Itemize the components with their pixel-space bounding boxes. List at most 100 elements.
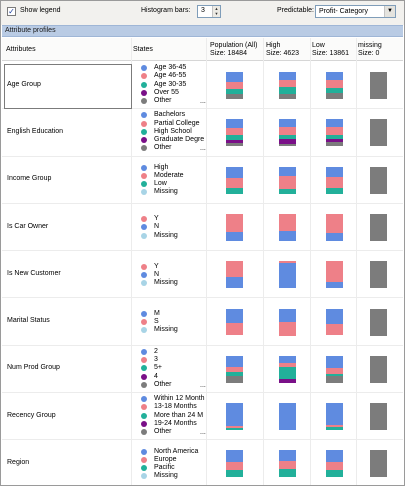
legend-dot-icon (141, 465, 147, 472)
legend-dot-icon (141, 137, 147, 144)
state-label: Graduate Degre (154, 136, 205, 144)
histogram-bar-high[interactable] (279, 450, 296, 478)
table-row[interactable]: Is New Customer Y N Missing (2, 251, 403, 299)
attribute-name: Is Car Owner (7, 222, 49, 230)
histogram-bar-high[interactable] (279, 72, 296, 99)
histogram-segment (370, 166, 387, 194)
histogram-bar-low[interactable] (326, 72, 343, 99)
state-label: Y (154, 215, 159, 223)
histogram-segment (326, 177, 343, 188)
chevron-up-icon[interactable]: ▲ (214, 6, 219, 11)
more-states-ellipsis[interactable]: ... (200, 429, 206, 437)
histogram-bar-high[interactable] (279, 213, 296, 241)
histogram-bar-missing[interactable] (370, 450, 387, 478)
header-attributes[interactable]: Attributes (6, 46, 36, 53)
histogram-bar-population[interactable] (226, 119, 243, 147)
histogram-bar-missing[interactable] (370, 355, 387, 383)
legend-dot-icon (141, 319, 147, 326)
histogram-bar-low[interactable] (326, 450, 343, 478)
state-label: 5+ (154, 364, 162, 372)
table-row[interactable]: English Education Bachelors Partial Colleg… (2, 109, 403, 157)
histogram-segment (326, 80, 343, 89)
histogram-segment (370, 450, 387, 478)
histogram-bar-population[interactable] (226, 213, 243, 241)
histogram-segment (226, 94, 243, 99)
histogram-bar-population[interactable] (226, 166, 243, 194)
header-high[interactable]: High Size: 4623 (266, 42, 299, 58)
histogram-bar-missing[interactable] (370, 261, 387, 289)
attribute-name: Is New Customer (7, 269, 61, 277)
header-low[interactable]: Low Size: 13861 (312, 42, 349, 58)
histogram-bar-population[interactable] (226, 72, 243, 99)
legend-dot-icon (141, 173, 147, 180)
histogram-bar-missing[interactable] (370, 308, 387, 336)
more-states-ellipsis[interactable]: ... (200, 97, 206, 105)
histogram-segment (226, 143, 243, 147)
state-label: 3 (154, 356, 158, 364)
histogram-bar-high[interactable] (279, 261, 296, 289)
histogram-bar-low[interactable] (326, 355, 343, 383)
attribute-name: Marital Status (7, 317, 50, 325)
state-label: Other (154, 96, 172, 104)
histogram-segment (226, 127, 243, 136)
histogram-segment (326, 213, 343, 233)
state-label: Other (154, 380, 172, 388)
show-legend-checkbox[interactable]: ✓ (7, 7, 16, 16)
predictable-value: Profit- Category (319, 8, 369, 15)
histogram-bar-high[interactable] (279, 355, 296, 383)
histogram-segment (279, 79, 296, 88)
column-divider (356, 38, 357, 485)
histogram-bar-low[interactable] (326, 261, 343, 289)
table-row[interactable]: Num Prod Group 2 3 5+ 4 Other... (2, 346, 403, 394)
dropdown-arrow-icon[interactable]: ▼ (384, 6, 395, 17)
histogram-segment (226, 188, 243, 194)
state-label: Age 46-55 (154, 72, 187, 80)
histogram-segment (326, 139, 343, 143)
histogram-bars-value[interactable]: 3 (201, 7, 205, 14)
histogram-bar-high[interactable] (279, 166, 296, 194)
state-label: Other (154, 144, 172, 152)
histogram-segment (326, 187, 343, 194)
histogram-bar-high[interactable] (279, 403, 296, 431)
histogram-bar-population[interactable] (226, 355, 243, 383)
histogram-segment (326, 355, 343, 368)
histogram-bar-missing[interactable] (370, 166, 387, 194)
histogram-segment (326, 373, 343, 377)
histogram-segment (326, 308, 343, 324)
table-row[interactable]: Region North America Europe Pacific Missing (2, 440, 403, 485)
histogram-bar-low[interactable] (326, 308, 343, 336)
header-missing[interactable]: missing Size: 0 (358, 42, 382, 58)
more-states-ellipsis[interactable]: ... (200, 381, 206, 389)
table-row[interactable]: Marital Status M S Missing (2, 299, 403, 346)
predictable-select[interactable]: Profit- Category ▼ (315, 5, 396, 18)
chevron-down-icon[interactable]: ▼ (214, 11, 219, 16)
histogram-bars-stepper[interactable]: 3 ▲ ▼ (197, 5, 221, 18)
table-row[interactable]: Income Group High Moderate Low Missing (2, 157, 403, 204)
histogram-segment (326, 119, 343, 127)
histogram-segment (226, 140, 243, 144)
histogram-bar-low[interactable] (326, 166, 343, 194)
header-states[interactable]: States (133, 46, 153, 53)
histogram-bar-missing[interactable] (370, 72, 387, 99)
attribute-name: Region (7, 459, 30, 467)
state-label: More than 24 M (154, 411, 204, 419)
more-states-ellipsis[interactable]: ... (200, 145, 206, 153)
histogram-bar-missing[interactable] (370, 119, 387, 147)
table-row[interactable]: Recency Group Within 12 Month 13-18 Months… (2, 393, 403, 441)
histogram-segment (326, 93, 343, 99)
histogram-bar-population[interactable] (226, 450, 243, 478)
histogram-bar-high[interactable] (279, 119, 296, 147)
histogram-bar-high[interactable] (279, 308, 296, 336)
histogram-bar-population[interactable] (226, 308, 243, 336)
histogram-bar-population[interactable] (226, 261, 243, 289)
histogram-bar-missing[interactable] (370, 403, 387, 431)
histogram-bar-population[interactable] (226, 403, 243, 431)
histogram-bar-missing[interactable] (370, 213, 387, 241)
table-row[interactable]: Is Car Owner Y N Missing (2, 204, 403, 252)
histogram-bar-low[interactable] (326, 119, 343, 147)
histogram-bar-low[interactable] (326, 403, 343, 431)
header-population[interactable]: Population (All) Size: 18484 (210, 42, 257, 58)
header-population-label: Population (All) (210, 42, 258, 49)
table-row[interactable]: Age Group Age 36-45 Age 46-55 Age 30-35 Over… (2, 62, 403, 110)
histogram-bar-low[interactable] (326, 213, 343, 241)
